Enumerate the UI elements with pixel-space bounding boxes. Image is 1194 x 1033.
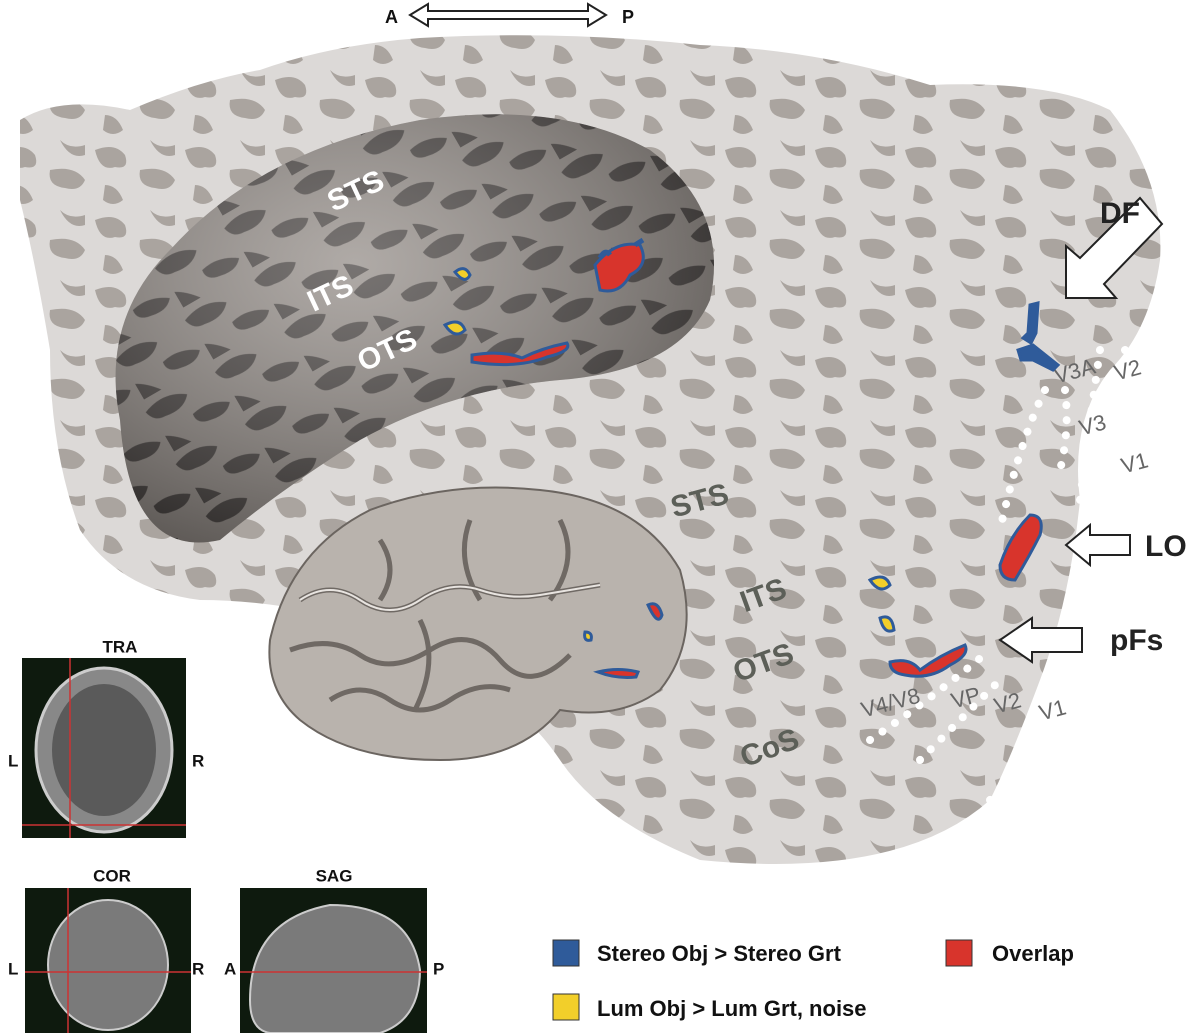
legend-label: Stereo Obj > Stereo Grt	[597, 941, 842, 966]
slice-side: L	[8, 751, 18, 770]
slice-panel: TRA L R	[8, 637, 204, 838]
slice-title: TRA	[103, 637, 138, 656]
area-label: V3	[1076, 409, 1108, 440]
region-label: pFs	[1110, 624, 1163, 657]
region-label: DF	[1100, 197, 1140, 230]
slice-side: R	[192, 959, 204, 978]
legend-label: Overlap	[992, 941, 1074, 966]
figure: A P STS ITS OTS STS ITS OTS CoS V3A V2 V…	[0, 0, 1194, 1033]
slice-side: R	[192, 751, 204, 770]
legend-swatch	[553, 994, 579, 1020]
slice-side: A	[224, 959, 236, 978]
legend-swatch	[553, 940, 579, 966]
area-label: V2	[1111, 354, 1143, 385]
legend-swatch	[946, 940, 972, 966]
slice-panel: COR L R	[8, 866, 204, 1033]
orientation: A P	[385, 4, 634, 27]
posterior-label: P	[622, 7, 634, 27]
anterior-label: A	[385, 7, 398, 27]
activation	[585, 632, 592, 640]
orientation-arrow	[410, 4, 606, 26]
slice-side: P	[433, 959, 444, 978]
legend-label: Lum Obj > Lum Grt, noise	[597, 996, 867, 1021]
region-label: LO	[1145, 530, 1187, 563]
slice-title: SAG	[316, 866, 353, 885]
slice-side: L	[8, 959, 18, 978]
area-label: V1	[1036, 694, 1068, 725]
slice-panel: SAG A P	[224, 866, 444, 1033]
slice-title: COR	[93, 866, 131, 885]
legend: Stereo Obj > Stereo Grt Overlap Lum Obj …	[553, 940, 1074, 1021]
